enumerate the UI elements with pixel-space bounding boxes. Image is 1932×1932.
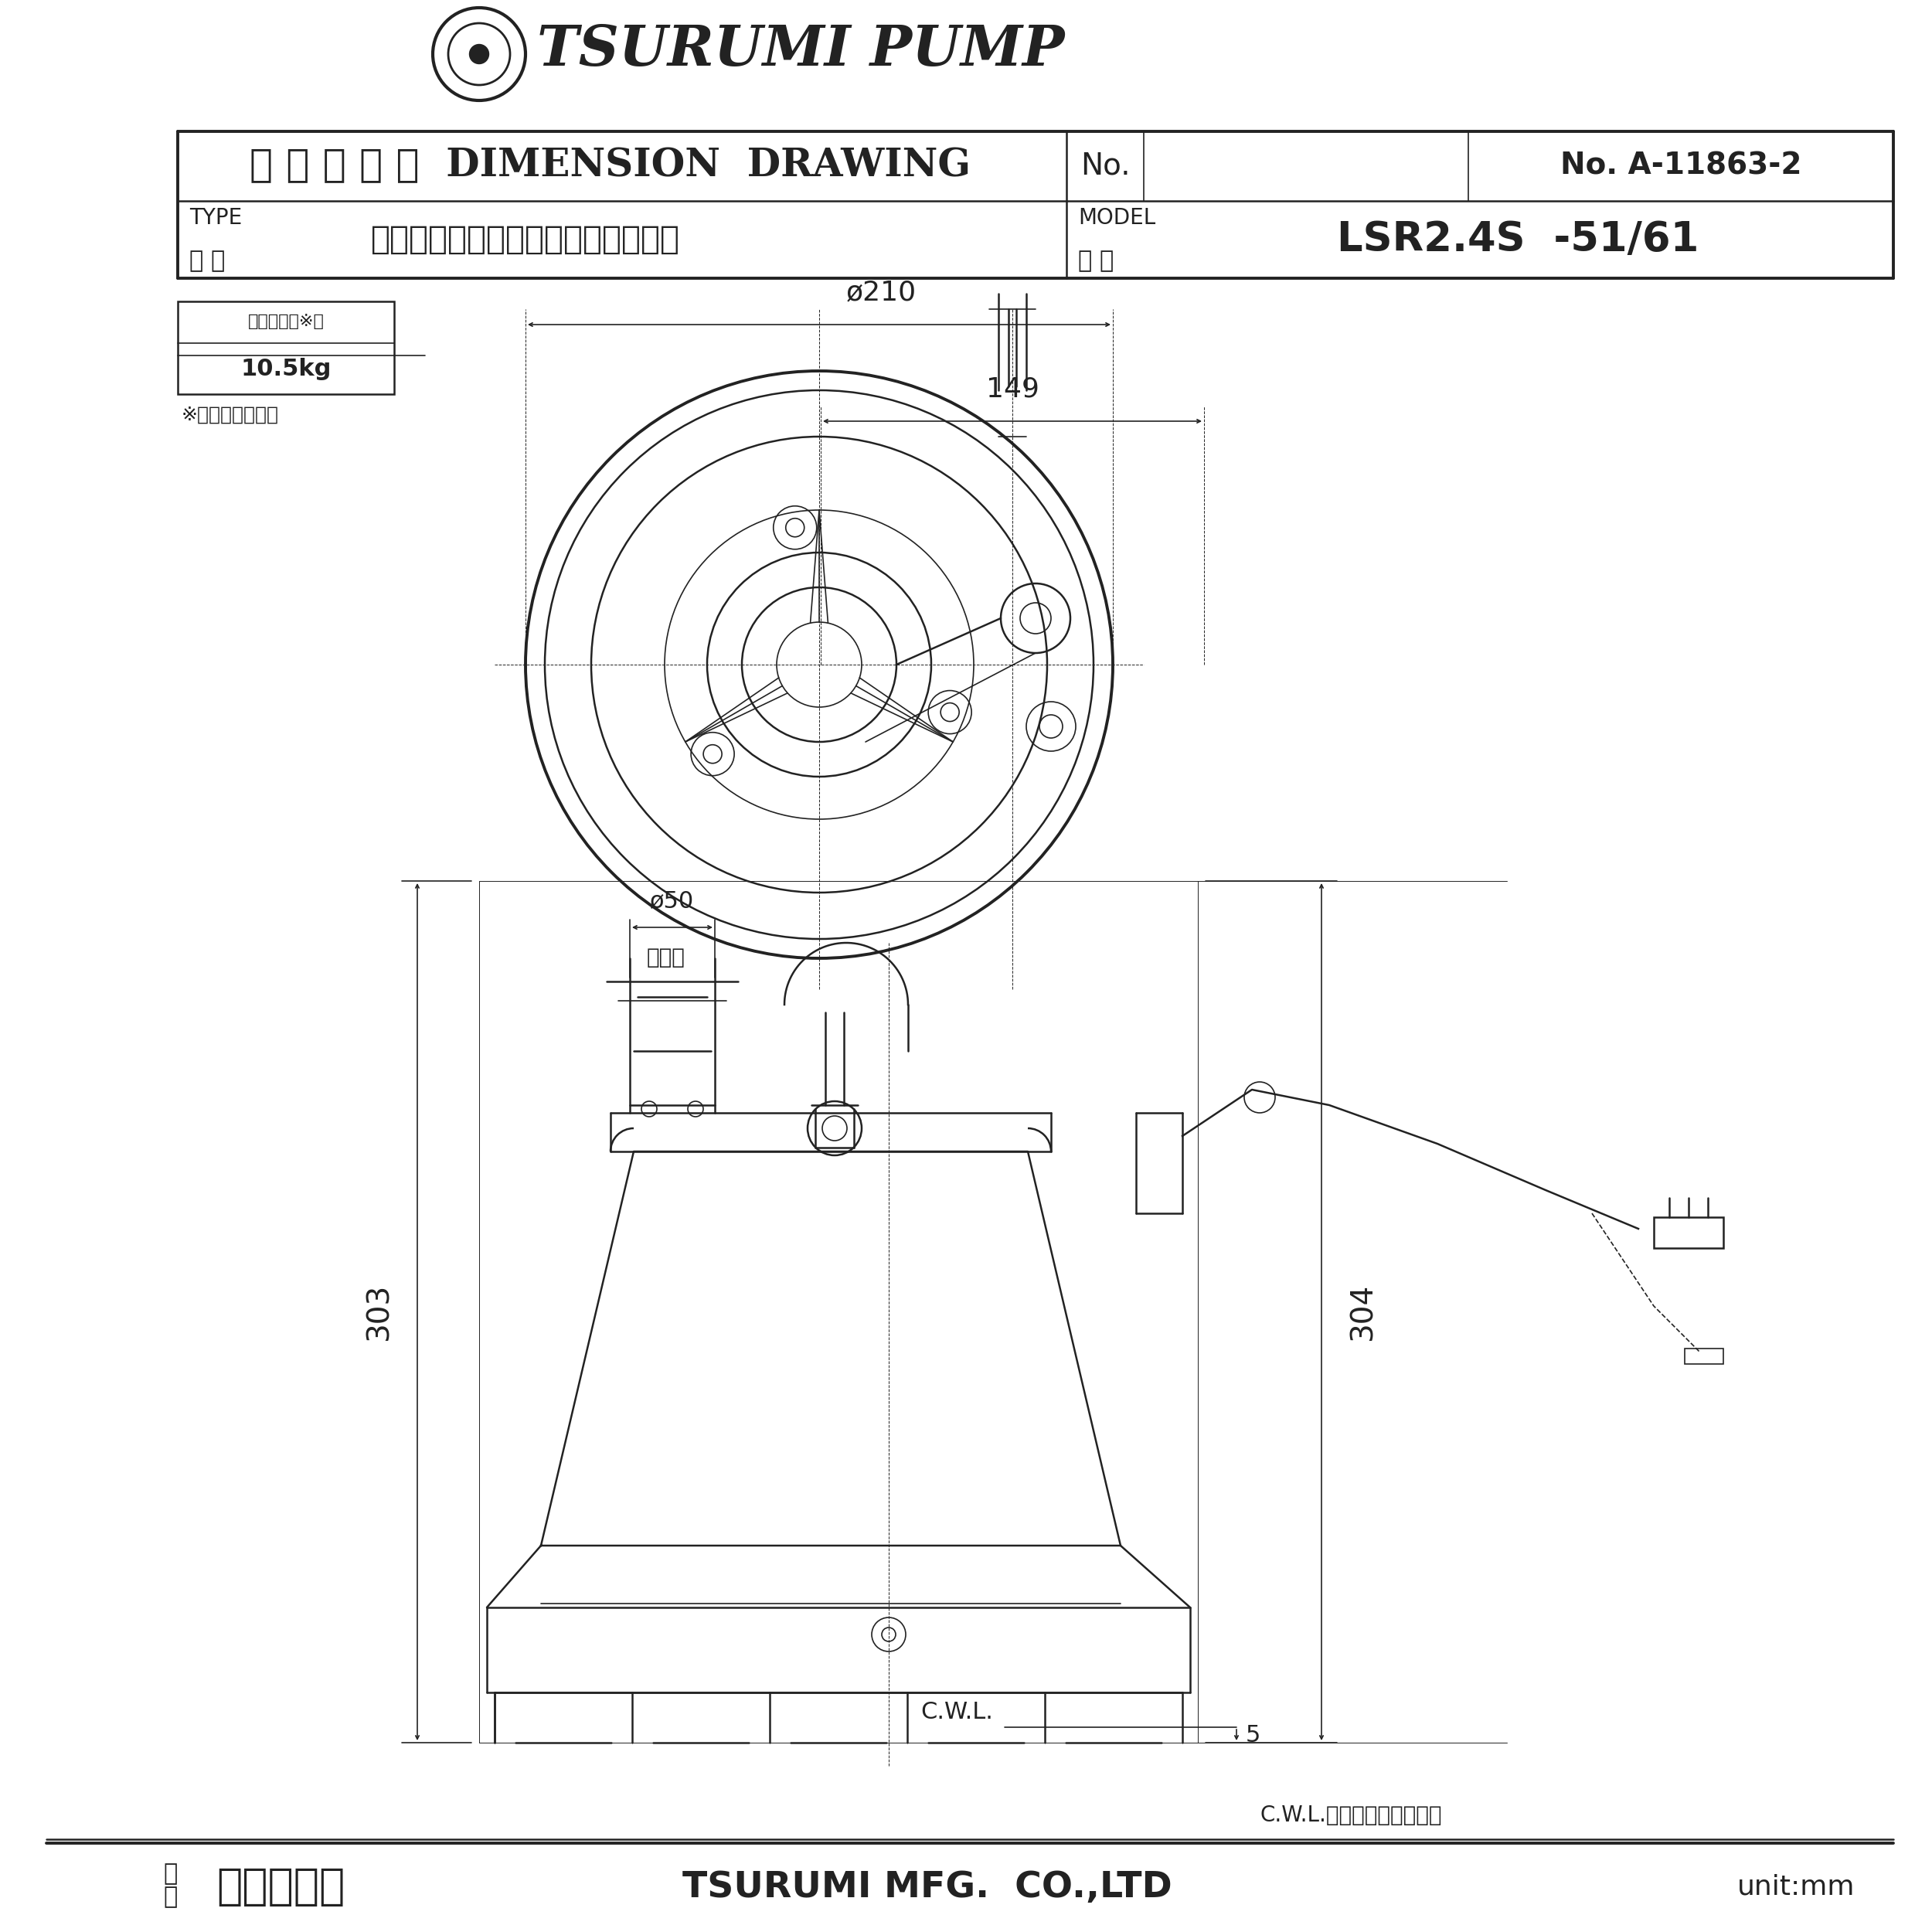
Text: LSR2.4S  -51/61: LSR2.4S -51/61 [1337, 220, 1698, 259]
Text: TYPE: TYPE [189, 207, 242, 228]
Text: No.: No. [1080, 151, 1130, 182]
Text: 概算質量（※）: 概算質量（※） [247, 315, 325, 330]
Text: 名 称: 名 称 [189, 249, 224, 272]
Bar [1685, 1349, 1723, 1364]
Text: TSURUMI PUMP: TSURUMI PUMP [537, 23, 1065, 77]
Text: 149: 149 [985, 375, 1039, 402]
Text: C.W.L.：連続運転最低水位: C.W.L.：連続運転最低水位 [1260, 1804, 1441, 1826]
Text: TSURUMI MFG.  CO.,LTD: TSURUMI MFG. CO.,LTD [682, 1870, 1173, 1905]
Text: 304: 304 [1349, 1283, 1378, 1341]
Text: ø50: ø50 [651, 889, 694, 912]
Bar [1654, 1217, 1723, 1248]
Text: C.W.L.: C.W.L. [920, 1700, 993, 1723]
Text: ※ケーブルは除く: ※ケーブルは除く [182, 406, 278, 425]
Text: ㈱: ㈱ [164, 1886, 178, 1909]
Text: MODEL: MODEL [1078, 207, 1155, 228]
Text: 10.5kg: 10.5kg [242, 357, 330, 381]
Text: 低水位排水用水中ハイスピンポンプ: 低水位排水用水中ハイスピンポンプ [371, 224, 680, 255]
Bar [178, 301, 394, 394]
Text: No. A-11863-2: No. A-11863-2 [1561, 151, 1801, 182]
Text: 型 式: 型 式 [1078, 249, 1113, 272]
Text: 5: 5 [1246, 1723, 1262, 1747]
Text: ㈱: ㈱ [164, 1862, 178, 1886]
Text: ø210: ø210 [846, 278, 916, 305]
Text: 303: 303 [365, 1283, 394, 1341]
Text: 呼び径: 呼び径 [647, 947, 686, 968]
Text: unit:mm: unit:mm [1737, 1874, 1855, 1901]
Text: 外 形 寸 法 図  DIMENSION  DRAWING: 外 形 寸 法 図 DIMENSION DRAWING [249, 147, 972, 185]
Text: 鶴見製作所: 鶴見製作所 [216, 1866, 346, 1909]
Ellipse shape [469, 44, 489, 64]
